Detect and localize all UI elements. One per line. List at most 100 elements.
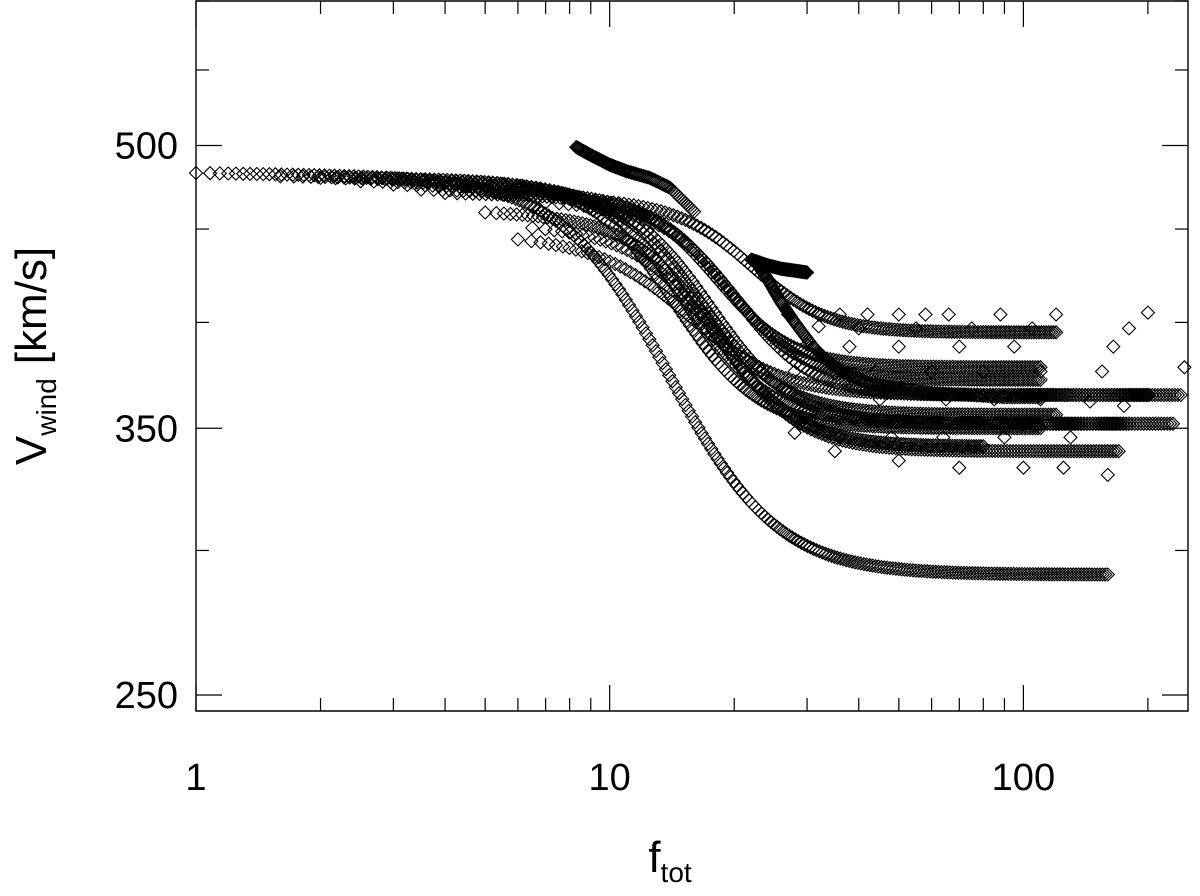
- data-point: [458, 186, 473, 201]
- plot-frame: [195, 0, 1189, 712]
- data-point: [864, 411, 879, 427]
- data-point: [635, 320, 650, 335]
- data-point: [751, 359, 767, 375]
- data-point: [844, 554, 860, 569]
- x-axis-title: ftot: [648, 833, 692, 888]
- data-point: [908, 414, 923, 430]
- data-point: [781, 385, 797, 401]
- data-point: [772, 521, 788, 537]
- data-point: [516, 188, 531, 203]
- data-point: [700, 295, 715, 310]
- data-point: [799, 337, 815, 352]
- data-point: [832, 307, 848, 322]
- data-point: [832, 313, 847, 329]
- data-point: [668, 379, 683, 395]
- data-point: [303, 169, 319, 185]
- data-point: [992, 372, 1008, 388]
- data-point: [609, 227, 625, 243]
- data-point: [853, 318, 868, 333]
- data-point: [783, 290, 798, 306]
- data-point: [274, 167, 289, 182]
- data-point: [835, 407, 850, 422]
- data-point: [1025, 372, 1041, 388]
- data-point: [775, 524, 791, 539]
- data-point: [997, 372, 1013, 388]
- data-point: [273, 169, 288, 184]
- data-point: [867, 320, 883, 335]
- data-point: [811, 307, 826, 322]
- data-point: [635, 199, 651, 215]
- data-point: [865, 438, 880, 454]
- data-point: [1165, 416, 1181, 431]
- data-point: [591, 249, 607, 265]
- data-point: [976, 364, 991, 379]
- data-point: [885, 440, 900, 456]
- data-point: [848, 409, 863, 425]
- data-point: [957, 438, 972, 454]
- data-point: [574, 244, 590, 259]
- data-point: [535, 209, 551, 225]
- data-point: [1173, 387, 1188, 403]
- data-point: [1000, 372, 1016, 388]
- data-point: [707, 446, 722, 462]
- data-point: [477, 205, 493, 220]
- data-point: [562, 191, 577, 207]
- data-point: [798, 395, 814, 410]
- data-point: [588, 193, 603, 209]
- data-point: [778, 526, 794, 541]
- data-point: [969, 372, 985, 387]
- data-point: [871, 559, 886, 574]
- data-point: [789, 294, 805, 310]
- data-point: [762, 276, 778, 291]
- data-point: [942, 443, 957, 458]
- data-point: [587, 230, 602, 246]
- data-point: [642, 331, 657, 347]
- data-point: [1036, 325, 1052, 340]
- data-point: [666, 250, 682, 266]
- data-point: [649, 202, 664, 218]
- data-point: [1024, 321, 1040, 336]
- data-point: [510, 232, 526, 247]
- data-point: [1013, 372, 1028, 388]
- data-point: [617, 163, 632, 178]
- data-point: [796, 418, 812, 433]
- data-point: [1116, 398, 1132, 414]
- data-point: [1135, 387, 1150, 403]
- data-point: [778, 383, 793, 399]
- data-point: [614, 240, 630, 255]
- data-point: [867, 412, 882, 427]
- data-point: [833, 551, 848, 566]
- data-point: [1009, 325, 1024, 340]
- data-point: [1033, 389, 1048, 405]
- data-point: [656, 217, 671, 232]
- data-point: [981, 324, 996, 340]
- data-point: [608, 277, 623, 292]
- data-point: [1019, 325, 1034, 340]
- data-point: [1028, 389, 1043, 405]
- data-point: [932, 442, 948, 458]
- data-point: [1006, 325, 1022, 340]
- data-point: [976, 388, 991, 404]
- data-point: [575, 216, 590, 231]
- data-point: [996, 324, 1011, 340]
- data-point: [1025, 389, 1041, 405]
- data-point: [991, 324, 1006, 340]
- data-point: [853, 556, 869, 571]
- data-point: [889, 380, 905, 396]
- data-point: [759, 363, 775, 378]
- data-point: [646, 265, 662, 281]
- data-point: [268, 167, 283, 182]
- data-point: [1001, 325, 1017, 340]
- data-point: [1010, 372, 1026, 388]
- data-point: [1016, 325, 1032, 340]
- y-tick-label: 500: [115, 126, 178, 168]
- tick-labels: 1 10 100 250 350 500: [115, 126, 1055, 799]
- data-point: [864, 320, 880, 335]
- data-point: [255, 166, 271, 182]
- data-point: [973, 388, 989, 403]
- data-point: [674, 211, 689, 226]
- data-point: [587, 219, 602, 234]
- data-point: [520, 208, 536, 223]
- data-point: [704, 348, 720, 363]
- data-point: [698, 340, 714, 355]
